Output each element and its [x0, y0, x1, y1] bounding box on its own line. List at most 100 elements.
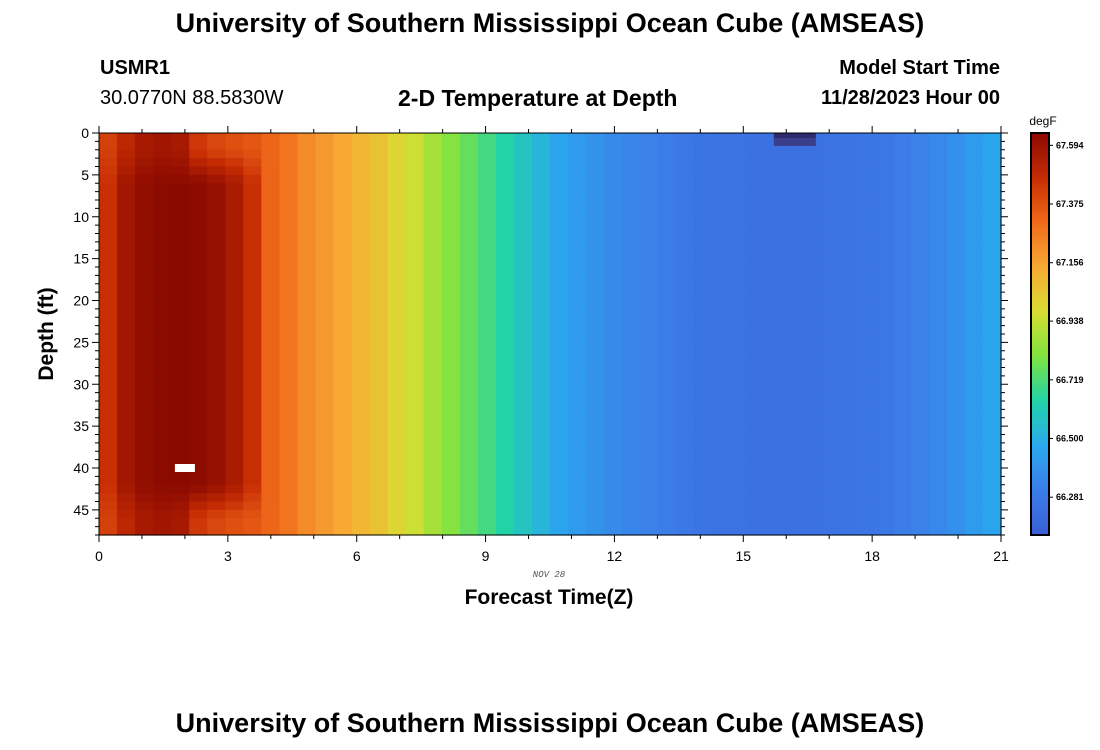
heatmap-cell	[802, 442, 822, 452]
heatmap-cell	[279, 342, 299, 352]
colorbar-tick-label: 66.281	[1056, 492, 1084, 502]
heatmap-cell	[766, 191, 786, 201]
heatmap-cell	[351, 174, 371, 184]
heatmap-cell	[423, 300, 443, 310]
heatmap-cell	[459, 459, 479, 469]
heatmap-cell	[892, 451, 912, 461]
heatmap-cell	[784, 384, 804, 394]
heatmap-cell	[928, 392, 948, 402]
heatmap-cell	[838, 434, 858, 444]
heatmap-cell	[694, 526, 713, 536]
heatmap-cell	[495, 292, 515, 302]
heatmap-cell	[171, 283, 190, 293]
heatmap-cell	[351, 208, 371, 218]
heatmap-cell	[838, 166, 858, 176]
heatmap-cell	[964, 233, 984, 243]
heatmap-cell	[207, 250, 226, 260]
heatmap-cell	[459, 149, 479, 159]
heatmap-cell	[730, 174, 750, 184]
heatmap-cell	[586, 149, 605, 159]
heatmap-cell	[766, 250, 786, 260]
colorbar-segment	[1031, 337, 1049, 342]
heatmap-cell	[243, 308, 262, 318]
heatmap-cell	[712, 200, 731, 209]
heatmap-cell	[568, 183, 587, 193]
colorbar-segment	[1031, 504, 1049, 509]
heatmap-cell	[513, 292, 533, 302]
heatmap-cell	[405, 409, 425, 419]
heatmap-cell	[784, 292, 804, 302]
heatmap-cell	[946, 501, 966, 511]
heatmap-cell	[495, 375, 515, 385]
heatmap-cell	[279, 359, 299, 369]
heatmap-cell	[820, 384, 840, 394]
heatmap-cell	[766, 367, 786, 377]
heatmap-cell	[982, 401, 1002, 410]
heatmap-cell	[892, 384, 912, 394]
heatmap-cell	[99, 200, 118, 209]
heatmap-cell	[225, 509, 244, 519]
heatmap-cell	[261, 241, 280, 251]
heatmap-cell	[748, 518, 768, 528]
heatmap-cell	[982, 409, 1002, 419]
heatmap-cell	[171, 375, 190, 385]
heatmap-cell	[550, 417, 569, 427]
heatmap-cell	[135, 166, 154, 176]
heatmap-cell	[982, 283, 1002, 293]
heatmap-cell	[315, 526, 335, 536]
heatmap-cell	[712, 501, 731, 511]
heatmap-cell	[423, 275, 443, 285]
heatmap-cell	[766, 174, 786, 184]
heatmap-cell	[333, 359, 353, 369]
heatmap-cell	[333, 468, 353, 477]
heatmap-cell	[586, 216, 605, 226]
heatmap-cell	[315, 317, 335, 327]
heatmap-cell	[586, 292, 605, 302]
heatmap-cell	[568, 300, 587, 310]
heatmap-cell	[946, 417, 966, 427]
heatmap-cell	[153, 317, 172, 327]
heatmap-cell	[495, 392, 515, 402]
heatmap-cell	[99, 174, 118, 184]
heatmap-cell	[135, 183, 154, 193]
heatmap-cell	[117, 133, 136, 142]
heatmap-cell	[261, 426, 280, 436]
heatmap-cell	[99, 283, 118, 293]
heatmap-cell	[261, 401, 280, 410]
heatmap-cell	[531, 250, 551, 260]
heatmap-cell	[928, 158, 948, 168]
heatmap-cell	[387, 401, 407, 410]
heatmap-cell	[261, 292, 280, 302]
heatmap-cell	[423, 342, 443, 352]
heatmap-cell	[477, 216, 497, 226]
heatmap-cell	[748, 501, 768, 511]
heatmap-cell	[928, 258, 948, 268]
heatmap-cell	[640, 409, 659, 419]
heatmap-cell	[99, 149, 118, 159]
heatmap-cell	[225, 149, 244, 159]
heatmap-cell	[604, 275, 623, 285]
heatmap-cell	[495, 334, 515, 343]
heatmap-cell	[351, 451, 371, 461]
model-start-value: 11/28/2023 Hour 00	[820, 87, 1000, 109]
heatmap-cell	[604, 191, 623, 201]
heatmap-cell	[910, 484, 930, 494]
heatmap-cell	[243, 191, 262, 201]
heatmap-cell	[441, 325, 461, 335]
heatmap-cell	[351, 401, 371, 410]
heatmap-cell	[694, 149, 713, 159]
heatmap-cell	[351, 384, 371, 394]
heatmap-cell	[99, 518, 118, 528]
colorbar-segment	[1031, 447, 1049, 452]
heatmap-cell	[982, 300, 1002, 310]
heatmap-cell	[766, 350, 786, 360]
heatmap-cell	[117, 149, 136, 159]
heatmap-cell	[694, 292, 713, 302]
heatmap-cell	[225, 283, 244, 293]
heatmap-cell	[531, 501, 551, 511]
heatmap-cell	[153, 434, 172, 444]
heatmap-cell	[676, 158, 695, 168]
heatmap-cell	[910, 241, 930, 251]
heatmap-cell	[495, 484, 515, 494]
heatmap-cell	[712, 342, 731, 352]
